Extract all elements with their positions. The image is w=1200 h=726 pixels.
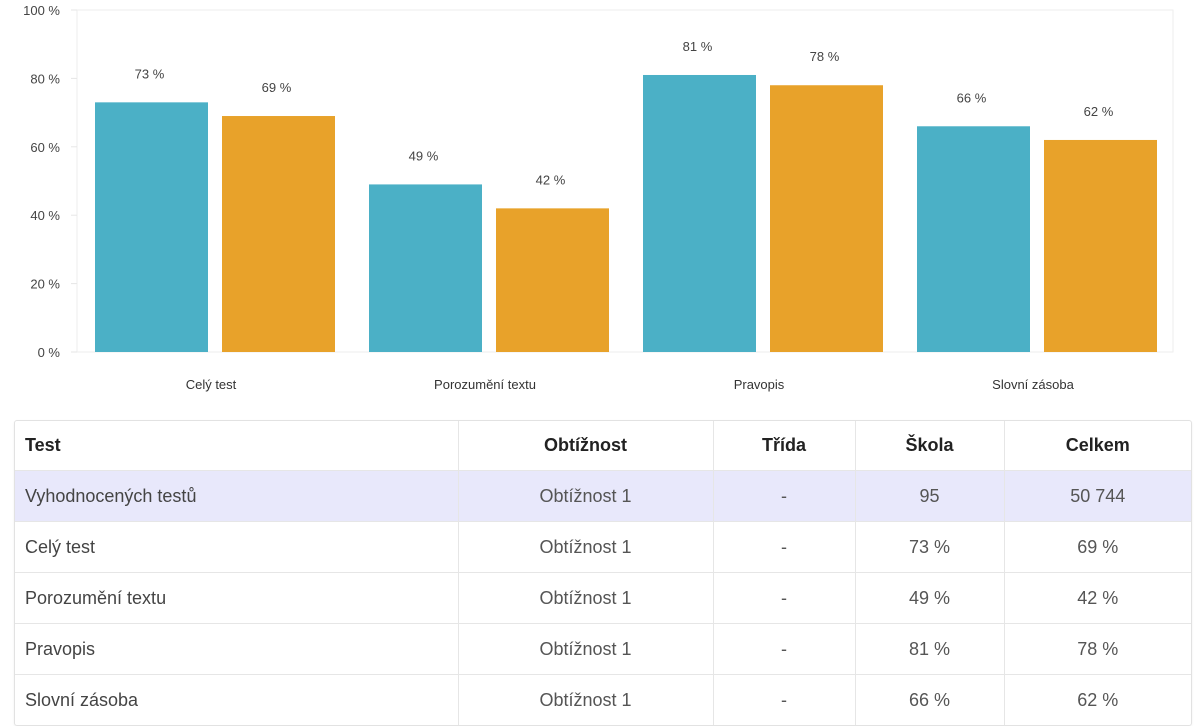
bar-total	[222, 116, 335, 353]
y-axis: 0 % 20 % 40 % 60 % 80 % 100 %	[23, 3, 77, 360]
cell-test: Pravopis	[15, 623, 459, 675]
x-category-label: Pravopis	[734, 377, 785, 392]
bar-chart: 0 % 20 % 40 % 60 % 80 % 100 % 73 % 69 % 49 % 42 …	[23, 3, 1174, 392]
cell-difficulty: Obtížnost 1	[458, 572, 714, 624]
cell-class: -	[713, 572, 856, 624]
cell-school: 49 %	[855, 572, 1005, 624]
header-total: Celkem	[1065, 435, 1130, 455]
data-labels: 73 % 69 % 49 % 42 % 81 % 78 % 66 % 62 %	[135, 39, 1114, 187]
data-label: 81 %	[683, 39, 713, 54]
y-tick-label: 60 %	[30, 140, 60, 155]
x-axis: Celý test Porozumění textu Pravopis Slovní …	[186, 377, 1075, 392]
cell-difficulty: Obtížnost 1	[458, 623, 714, 675]
bar-school	[917, 126, 1030, 352]
y-tick-label: 20 %	[30, 277, 60, 292]
data-label: 42 %	[536, 172, 566, 187]
data-label: 69 %	[262, 80, 292, 95]
data-label: 66 %	[957, 90, 987, 105]
cell-total: 42 %	[1004, 572, 1191, 624]
x-category-label: Slovní zásoba	[992, 377, 1074, 392]
bars	[95, 74, 1157, 353]
table-row: Celý test Obtížnost 1 - 73 % 69 %	[15, 521, 1191, 573]
results-table: Test Obtížnost Třída Škola Celkem Vyhodn…	[15, 421, 1191, 725]
data-label: 62 %	[1084, 104, 1114, 119]
table-row: Porozumění textu Obtížnost 1 - 49 % 42 %	[15, 572, 1191, 624]
cell-class: -	[713, 521, 856, 573]
header-test: Test	[15, 421, 459, 471]
table-row: Pravopis Obtížnost 1 - 81 % 78 %	[15, 623, 1191, 675]
y-tick-label: 0 %	[38, 345, 61, 360]
data-label: 73 %	[135, 66, 165, 81]
bar-total	[1044, 139, 1157, 352]
table-row: Slovní zásoba Obtížnost 1 - 66 % 62 %	[15, 674, 1191, 725]
cell-class: -	[713, 623, 856, 675]
cell-test: Celý test	[15, 521, 459, 573]
data-label: 49 %	[409, 148, 439, 163]
plot-frame	[76, 9, 1174, 353]
bar-school	[95, 102, 208, 352]
cell-school: 66 %	[855, 674, 1005, 725]
header-class: Třída	[713, 421, 856, 471]
cell-test: Porozumění textu	[15, 572, 459, 624]
header-school: Škola	[855, 421, 1005, 471]
y-tick-label: 80 %	[30, 71, 60, 86]
cell-test: Slovní zásoba	[15, 674, 459, 725]
cell-total: 62 %	[1004, 674, 1191, 725]
bar-school	[643, 74, 756, 352]
cell-difficulty: Obtížnost 1	[458, 470, 714, 522]
x-category-label: Celý test	[186, 377, 237, 392]
bar-total	[770, 85, 883, 353]
cell-school: 81 %	[855, 623, 1005, 675]
header-difficulty: Obtížnost	[458, 421, 714, 471]
bar-total	[496, 208, 609, 352]
y-tick-label: 100 %	[23, 3, 60, 18]
cell-test: Vyhodnocených testů	[15, 470, 459, 522]
cell-total: 69 %	[1004, 521, 1191, 573]
cell-school: 95	[855, 470, 1005, 522]
table-header-row: Test Obtížnost Třída Škola Celkem	[15, 421, 1191, 471]
cell-class: -	[713, 470, 856, 522]
table-row: Vyhodnocených testů Obtížnost 1 - 95 50 …	[15, 470, 1191, 522]
x-category-label: Porozumění textu	[434, 377, 536, 392]
cell-school: 73 %	[855, 521, 1005, 573]
y-tick-label: 40 %	[30, 208, 60, 223]
cell-class: -	[713, 674, 856, 725]
data-label: 78 %	[810, 49, 840, 64]
cell-total: 78 %	[1004, 623, 1191, 675]
cell-total: 50 744	[1004, 470, 1191, 522]
cell-difficulty: Obtížnost 1	[458, 674, 714, 725]
cell-difficulty: Obtížnost 1	[458, 521, 714, 573]
results-table-container: Test Obtížnost Třída Škola Celkem Vyhodn…	[14, 420, 1192, 726]
bar-school	[369, 184, 482, 352]
